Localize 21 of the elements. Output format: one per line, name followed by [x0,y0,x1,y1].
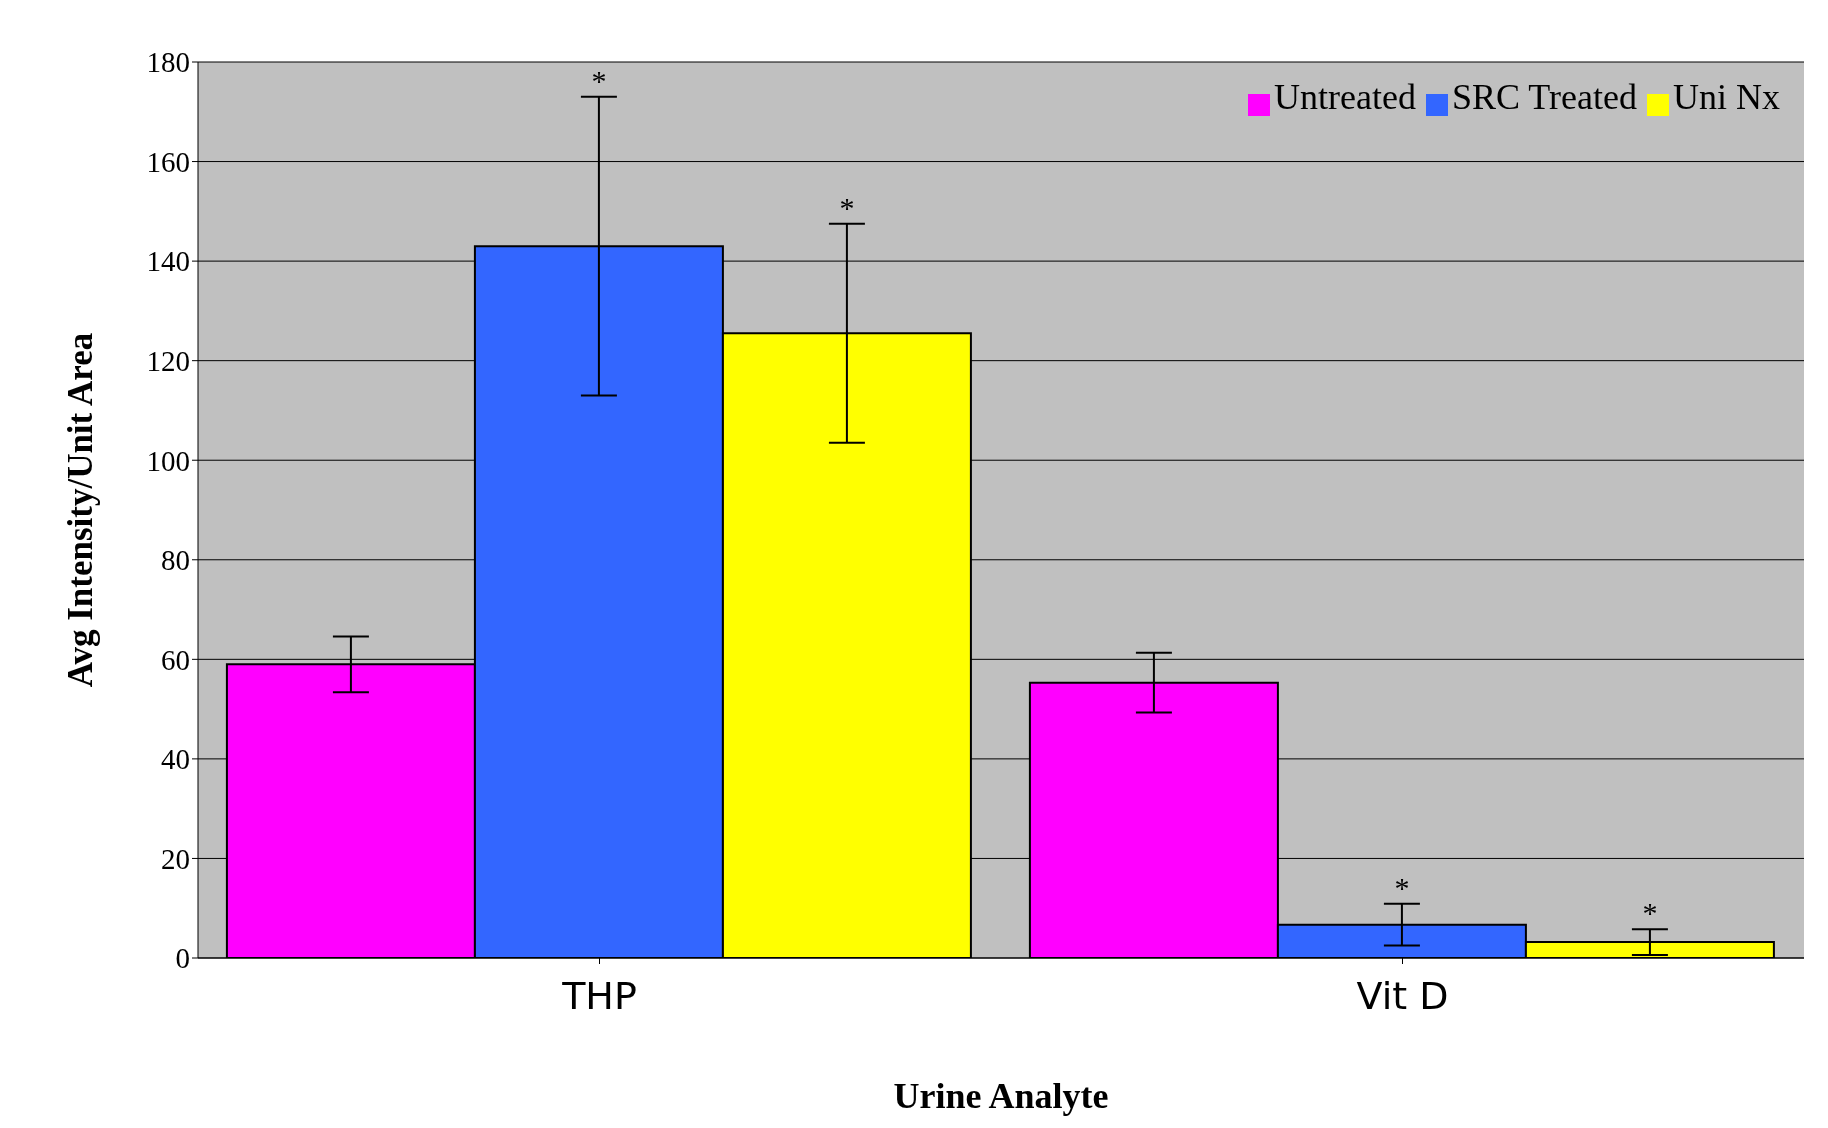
legend-label: SRC Treated [1451,77,1637,117]
x-tick-label: Vit D [1356,973,1449,1018]
y-tick-label: 80 [161,544,190,577]
y-tick-label: 160 [146,145,190,178]
y-tick-label: 180 [146,46,190,79]
annotation: * [1394,870,1410,904]
x-tick-label: THP [561,973,637,1018]
y-tick-label: 0 [175,942,190,975]
annotation: * [591,63,607,97]
legend-label: Untreated [1274,77,1416,117]
y-tick-label: 140 [146,245,190,278]
x-axis-title: Urine Analyte [893,1076,1109,1116]
y-tick-label: 20 [161,842,190,875]
y-tick-label: 120 [146,344,190,377]
y-tick-label: 60 [161,643,190,676]
y-axis-title: Avg Intensity/Unit Area [61,332,101,688]
annotation: * [839,190,855,224]
annotation: * [1642,896,1658,930]
y-tick-label: 100 [146,444,190,477]
y-tick-label: 40 [161,743,190,776]
legend-label: Uni Nx [1673,77,1780,117]
